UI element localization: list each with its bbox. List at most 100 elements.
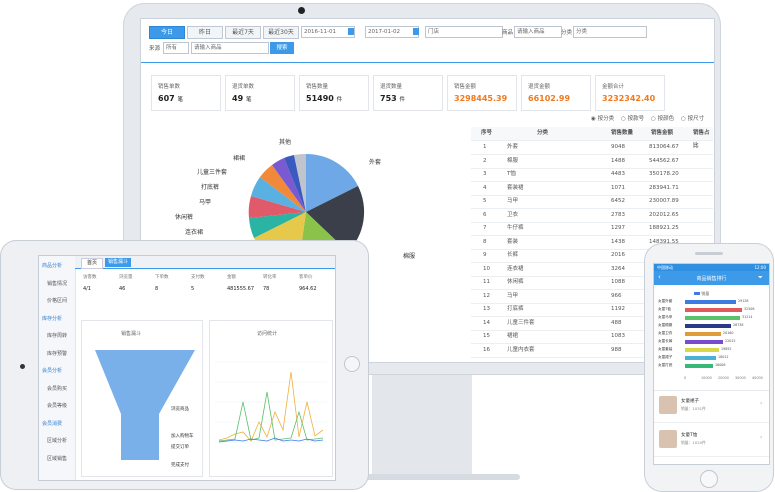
back-icon[interactable]: ‹ [658, 273, 661, 281]
axis-tick: 0 [684, 376, 687, 380]
tablet-stat-value: 8 [155, 286, 159, 292]
bar-label: 女童套装 [658, 347, 673, 351]
pie-label: 马甲 [199, 199, 212, 206]
cell-qty: 1297 [611, 225, 625, 231]
chevron-right-icon[interactable]: › [760, 400, 763, 407]
axis-tick: 20000 [718, 376, 729, 380]
funnel-label: 完成支付 [171, 463, 189, 468]
cell-qty: 2016 [611, 252, 625, 258]
tab-funnel[interactable]: 销售漏斗 [105, 258, 131, 267]
calendar-icon[interactable] [413, 28, 419, 35]
sidebar-item[interactable]: 会员分析 [42, 368, 63, 374]
cell-qty: 2783 [611, 211, 625, 218]
funnel-panel [81, 320, 203, 477]
stat-label: 销售金额 [454, 84, 477, 90]
radio-by-category[interactable]: ◉ 按分类 [591, 116, 615, 122]
sidebar-item[interactable]: 库存预警 [47, 350, 68, 357]
search-input[interactable]: 请输入商品 [191, 42, 269, 54]
sidebar-item[interactable]: 会员等级 [47, 403, 68, 409]
bar [685, 348, 719, 352]
table-row: 8 套装 1438 148391.55 [471, 236, 713, 250]
tab-home[interactable]: 首页 [81, 258, 103, 269]
sidebar-item[interactable]: 会员购买 [47, 385, 68, 392]
home-button[interactable] [344, 356, 360, 372]
table-row: 4 套装裙 1071 283941.71 [471, 182, 713, 196]
funnel-title: 销售漏斗 [121, 331, 142, 337]
bar-label: 女童卫衣 [658, 331, 673, 335]
store-select[interactable]: 门店 [425, 26, 503, 38]
radio-by-style[interactable]: ○ 按款号 [621, 116, 645, 122]
chevron-right-icon[interactable]: › [760, 434, 763, 441]
category-select[interactable]: 分类 [573, 26, 647, 38]
bar [685, 316, 740, 320]
phone-header [654, 271, 769, 285]
pie-label: 儿童三件套 [197, 169, 228, 176]
tablet-stat-label: 浏览量 [119, 275, 133, 280]
pie-slice [284, 155, 306, 212]
stat-value: 66102.99 [528, 94, 571, 103]
gridlines [215, 361, 327, 443]
line-panel [209, 320, 333, 477]
stat-value: 3298445.39 [454, 94, 508, 103]
camera-icon [20, 364, 25, 369]
tab-last7[interactable]: 最近7天 [225, 26, 261, 39]
radio-by-size[interactable]: ○ 按尺寸 [681, 116, 705, 122]
product-name: 女童裙子 [681, 399, 699, 404]
tablet-screen: 首页 销售漏斗 销售漏斗 浏览商品 加入购物车 提交订单 完成支付 访问统计 商… [38, 255, 336, 481]
filter-icon[interactable]: ⏷ [758, 274, 763, 281]
pie-label: 其他 [279, 139, 292, 146]
camera-icon [298, 7, 305, 14]
bar-label: 女童棉服 [658, 323, 673, 327]
sidebar-item[interactable]: 库存周转 [47, 333, 68, 339]
category-label: 分类 [561, 30, 573, 36]
source-select[interactable]: 所有 [163, 42, 189, 54]
pie-label: 棉服 [403, 253, 416, 260]
sidebar-item[interactable]: 区域分析 [47, 438, 68, 444]
sidebar-item[interactable]: 区域销售 [47, 455, 68, 462]
home-button[interactable] [700, 470, 718, 488]
table-row: 6 卫衣 2783 202012.65 [471, 209, 713, 223]
bar [685, 300, 736, 304]
pie-slice [294, 153, 306, 212]
sidebar-item[interactable]: 会员消费 [42, 420, 63, 427]
tablet-stat-label: 转化率 [263, 275, 277, 280]
sidebar-item[interactable]: 商品分析 [42, 263, 63, 269]
line-chart [215, 361, 327, 443]
series-line-orange [218, 371, 324, 442]
cell-qty: 1488 [611, 157, 625, 164]
pie-label: 打底裤 [201, 184, 220, 191]
table-row: 7 牛仔裤 1297 188921.25 [471, 222, 713, 236]
cell-no: 6 [483, 211, 487, 218]
table-header: 序号 分类 销售数量 销售金额 销售占比 [471, 127, 713, 149]
funnel-label: 浏览商品 [171, 407, 189, 412]
cell-qty: 1083 [611, 333, 625, 339]
bar-value: 22015 [725, 339, 736, 343]
date-end-input[interactable]: 2017-01-02 [365, 26, 419, 38]
table-row: 1 外套 9048 813064.67 [471, 141, 713, 155]
sidebar-item[interactable]: 价格区间 [47, 298, 68, 304]
search-button[interactable]: 搜索 [270, 42, 294, 54]
date-start-input[interactable]: 2016-11-01 [301, 26, 355, 38]
tablet-sidebar [39, 256, 76, 480]
calendar-icon[interactable] [348, 28, 354, 35]
tab-last30[interactable]: 最近30天 [263, 26, 299, 39]
stat-sales-amount: 销售金额 3298445.39 [447, 75, 517, 111]
bar-label: 女童长裤 [658, 339, 673, 343]
cell-no: 16 [483, 346, 490, 353]
pie-label: 裙裙 [233, 155, 246, 162]
stat-total-amount: 金额合计 3232342.40 [595, 75, 665, 111]
bar-label: 女童T恤 [658, 307, 671, 311]
monitor-base [330, 474, 520, 480]
stat-label: 销售数量 [306, 84, 329, 90]
cell-no: 12 [483, 292, 490, 299]
tab-yesterday[interactable]: 昨日 [187, 26, 223, 39]
tab-today[interactable]: 今日 [149, 26, 185, 39]
cell-category: 长裤 [507, 252, 519, 258]
bar [685, 356, 716, 360]
bar-value: 19855 [721, 347, 732, 351]
sidebar-item[interactable]: 销售情况 [47, 280, 68, 287]
tablet-stat-label: 支付数 [191, 275, 205, 280]
sidebar-item[interactable]: 库存分析 [42, 315, 63, 322]
radio-by-color[interactable]: ○ 按颜色 [651, 116, 675, 122]
goods-name-input[interactable]: 请输入商品 [514, 26, 562, 38]
